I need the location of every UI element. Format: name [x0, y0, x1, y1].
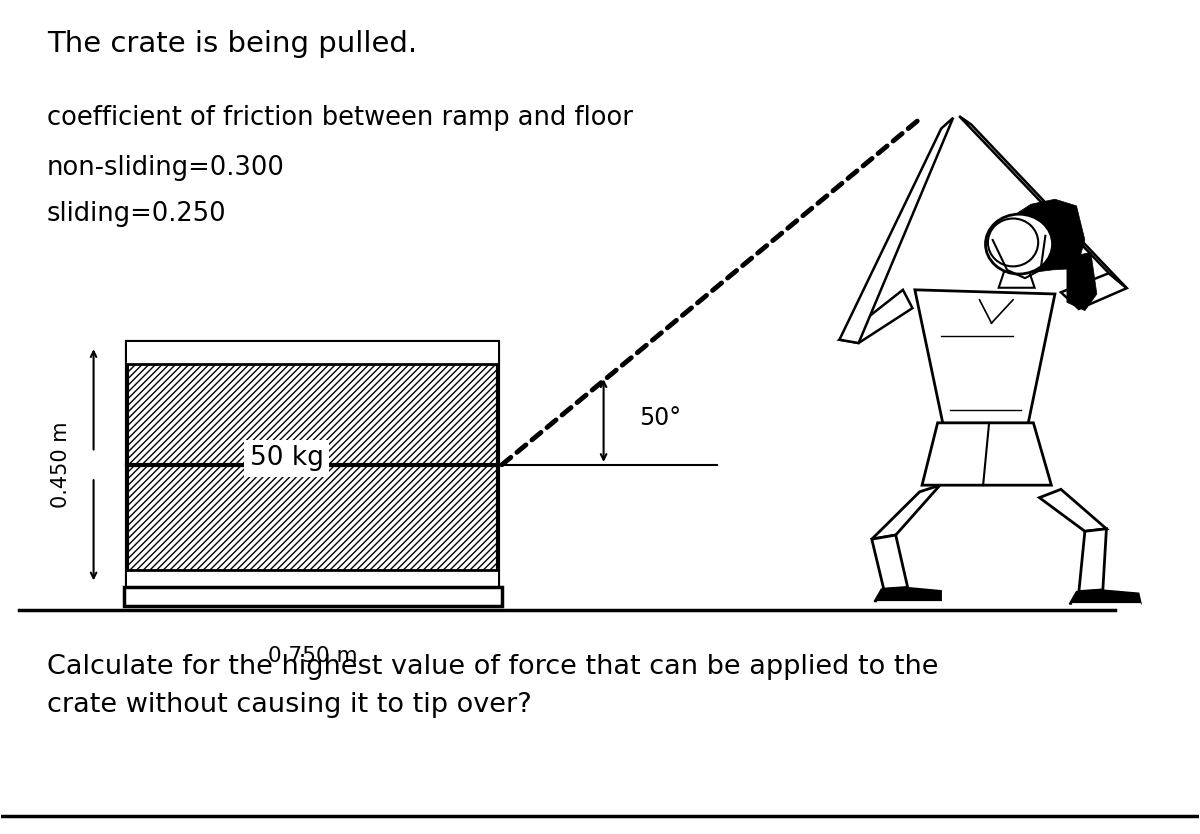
Text: 50 kg: 50 kg [250, 445, 324, 471]
Polygon shape [914, 290, 1055, 427]
Text: non-sliding=0.300: non-sliding=0.300 [47, 155, 284, 181]
Polygon shape [922, 423, 1051, 485]
Text: coefficient of friction between ramp and floor: coefficient of friction between ramp and… [47, 105, 632, 131]
Text: Calculate for the highest value of force that can be applied to the
crate withou: Calculate for the highest value of force… [47, 654, 938, 718]
Polygon shape [998, 270, 1034, 288]
Polygon shape [989, 199, 1097, 310]
Text: 50°: 50° [640, 406, 682, 430]
Text: sliding=0.250: sliding=0.250 [47, 201, 227, 227]
Text: 0.450 m: 0.450 m [52, 421, 71, 508]
Polygon shape [127, 342, 498, 364]
Polygon shape [871, 485, 940, 540]
Polygon shape [127, 364, 498, 570]
Polygon shape [840, 118, 953, 343]
Text: 0.750 m: 0.750 m [268, 646, 358, 666]
Polygon shape [840, 290, 912, 343]
Polygon shape [1079, 529, 1106, 591]
Ellipse shape [985, 214, 1052, 274]
Polygon shape [1061, 274, 1127, 309]
Polygon shape [1039, 490, 1106, 531]
Polygon shape [127, 570, 498, 587]
Ellipse shape [988, 219, 1038, 266]
Polygon shape [124, 587, 502, 605]
Text: The crate is being pulled.: The crate is being pulled. [47, 31, 418, 58]
Polygon shape [959, 116, 1127, 289]
Polygon shape [874, 587, 941, 601]
Polygon shape [871, 535, 907, 589]
Polygon shape [1069, 590, 1141, 604]
